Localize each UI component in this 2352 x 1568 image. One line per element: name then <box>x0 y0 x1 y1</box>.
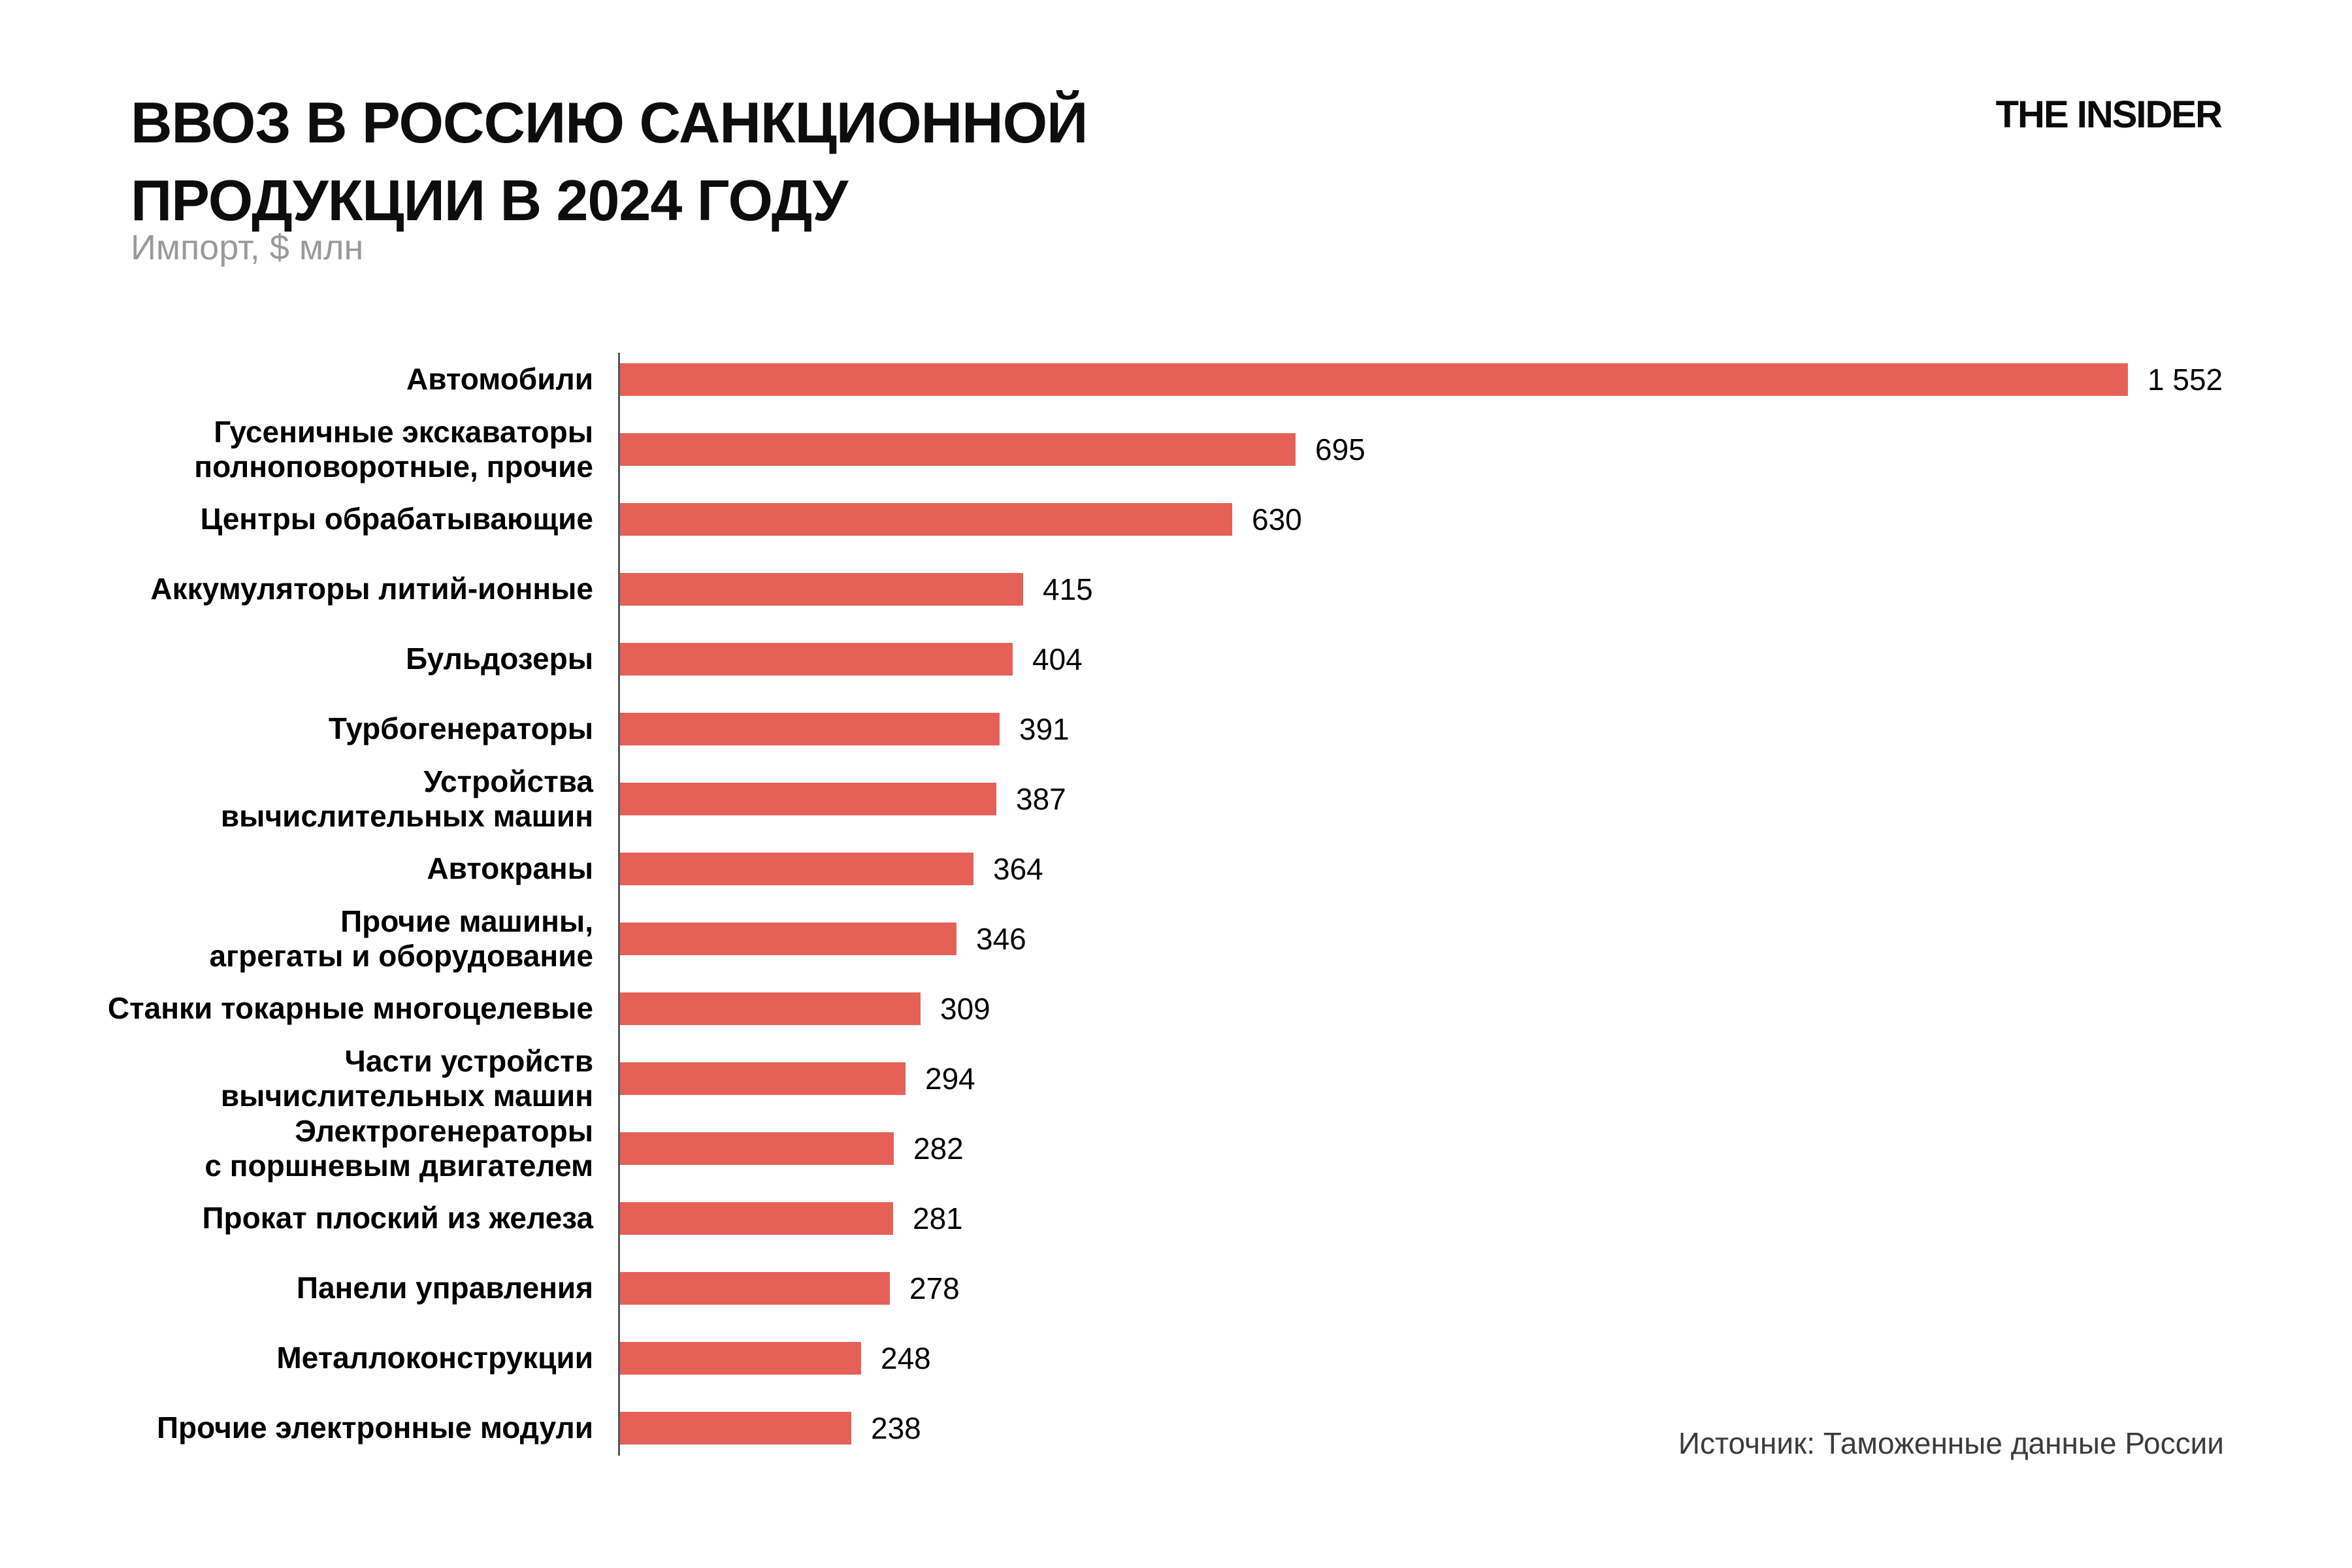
chart-row: Автомобили 1 552 <box>0 344 2352 414</box>
category-label: Прокат плоский из железа <box>202 1201 593 1235</box>
chart-row: Бульдозеры 404 <box>0 624 2352 694</box>
bar <box>620 852 973 885</box>
bar <box>620 782 996 815</box>
category-label: Устройства вычислительных машин <box>220 764 593 833</box>
value-label: 630 <box>1252 502 1302 536</box>
bar <box>620 572 1023 606</box>
chart-row: Устройства вычислительных машин 387 <box>0 764 2352 834</box>
category-label: Турбогенераторы <box>328 711 593 745</box>
value-label: 248 <box>881 1341 931 1375</box>
chart-row: Прокат плоский из железа 281 <box>0 1183 2352 1253</box>
y-axis-line <box>618 353 620 1456</box>
category-label: Гусеничные экскаваторы полноповоротные, … <box>194 414 593 483</box>
value-label: 415 <box>1043 572 1093 606</box>
category-label: Центры обрабатывающие <box>200 502 593 536</box>
category-label: Панели управления <box>296 1271 593 1305</box>
value-label: 238 <box>871 1411 921 1445</box>
chart-row: Центры обрабатывающие 630 <box>0 484 2352 554</box>
bar-chart: Автомобили 1 552 Гусеничные экскаваторы … <box>0 344 2352 1463</box>
chart-row: Аккумуляторы литий-ионные 415 <box>0 554 2352 624</box>
chart-row: Металлоконструкции 248 <box>0 1323 2352 1393</box>
category-label: Прочие электронные модули <box>156 1411 593 1445</box>
value-label: 364 <box>993 851 1043 886</box>
category-label: Бульдозеры <box>406 642 593 676</box>
chart-row: Части устройств вычислительных машин 294 <box>0 1043 2352 1113</box>
value-label: 391 <box>1019 711 1070 746</box>
bar <box>620 922 956 955</box>
value-label: 346 <box>976 921 1026 956</box>
chart-row: Гусеничные экскаваторы полноповоротные, … <box>0 414 2352 484</box>
category-label: Станки токарные многоцелевые <box>107 991 593 1025</box>
category-label: Аккумуляторы литий-ионные <box>150 572 593 606</box>
chart-row: Электрогенераторы с поршневым двигателем… <box>0 1113 2352 1183</box>
category-label: Металлоконструкции <box>276 1341 593 1375</box>
value-label: 278 <box>909 1271 960 1305</box>
value-label: 695 <box>1315 432 1365 466</box>
the-insider-logo: THE INSIDER <box>1995 93 2223 136</box>
chart-row: Автокраны 364 <box>0 834 2352 904</box>
bar <box>620 502 1232 536</box>
page-title: ВВОЗ В РОССИЮ САНКЦИОННОЙ ПРОДУКЦИИ В 20… <box>131 84 1088 239</box>
bar <box>620 1062 906 1095</box>
page-title-line-2: ПРОДУКЦИИ В 2024 ГОДУ <box>131 168 848 233</box>
category-label: Автомобили <box>406 362 593 396</box>
bar <box>620 642 1013 676</box>
bar <box>620 1341 861 1375</box>
bar <box>620 1271 890 1305</box>
chart-row: Станки токарные многоцелевые 309 <box>0 973 2352 1043</box>
bar <box>620 363 2128 396</box>
bar <box>620 1201 893 1235</box>
chart-row: Прочие машины, агрегаты и оборудование 3… <box>0 904 2352 973</box>
chart-row: Панели управления 278 <box>0 1253 2352 1323</box>
source-note: Источник: Таможенные данные России <box>1678 1426 2224 1460</box>
value-label: 294 <box>925 1061 975 1096</box>
chart-row: Прочие электронные модули 238 <box>0 1393 2352 1463</box>
category-label: Части устройств вычислительных машин <box>220 1043 593 1113</box>
page-title-line-1: ВВОЗ В РОССИЮ САНКЦИОННОЙ <box>131 90 1088 155</box>
chart-subtitle-units: Импорт, $ млн <box>131 228 364 267</box>
bar <box>620 992 921 1025</box>
value-label: 387 <box>1016 781 1066 816</box>
category-label: Автокраны <box>427 851 593 885</box>
value-label: 1 552 <box>2148 362 2223 397</box>
value-label: 309 <box>940 991 990 1026</box>
category-label: Прочие машины, агрегаты и оборудование <box>209 904 593 973</box>
value-label: 281 <box>913 1201 963 1235</box>
category-label: Электрогенераторы с поршневым двигателем <box>204 1113 593 1183</box>
bar <box>620 712 1000 745</box>
value-label: 282 <box>913 1131 964 1166</box>
bar <box>620 1411 851 1445</box>
value-label: 404 <box>1032 642 1083 676</box>
bar <box>620 433 1296 466</box>
bar <box>620 1132 894 1165</box>
chart-row: Турбогенераторы 391 <box>0 694 2352 764</box>
